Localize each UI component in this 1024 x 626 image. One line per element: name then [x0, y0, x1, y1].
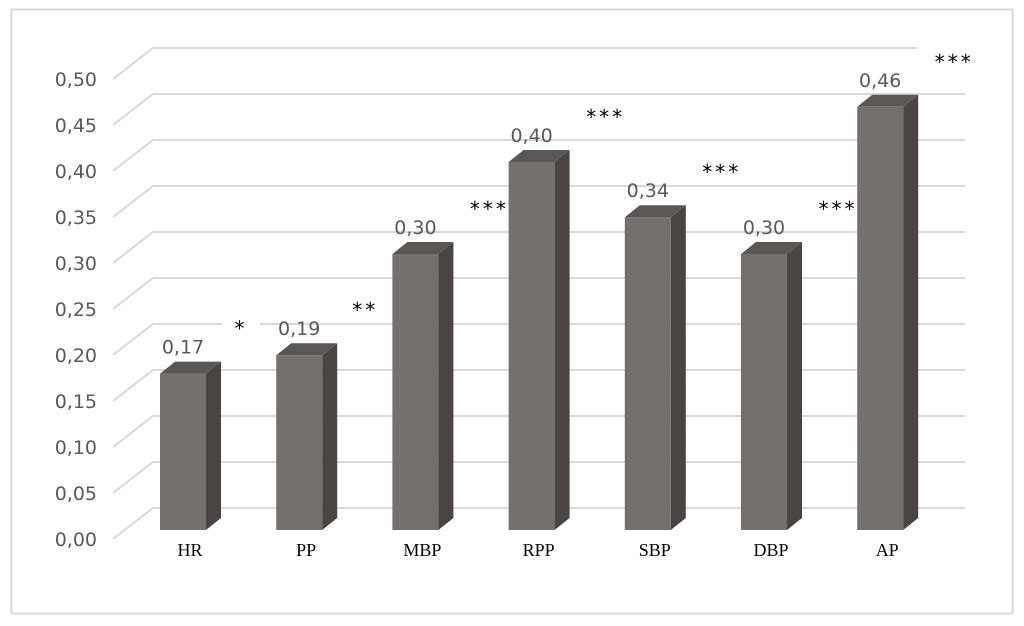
x-tick-label: SBP — [639, 540, 671, 560]
x-tick-label: RPP — [523, 540, 555, 560]
bar-side — [787, 242, 802, 530]
x-tick-label: AP — [876, 540, 899, 560]
bar-side — [903, 94, 919, 531]
bar-top — [741, 242, 802, 254]
y-tick-label: 0,05 — [55, 483, 97, 505]
gridline — [112, 47, 965, 80]
y-tick-label: 0,15 — [55, 391, 97, 413]
significance-marker: *** — [586, 105, 625, 129]
gridline — [112, 139, 965, 172]
y-tick-label: 0,10 — [55, 437, 97, 459]
x-tick-label: DBP — [753, 540, 788, 560]
bar-side — [206, 361, 221, 530]
bar-side — [554, 150, 570, 530]
data-label: 0,34 — [627, 180, 669, 202]
y-tick-label: 0,20 — [55, 345, 97, 367]
bar-MBP — [392, 242, 454, 530]
data-label: 0,30 — [743, 217, 785, 239]
significance-marker: *** — [702, 160, 741, 184]
bar-front — [160, 373, 206, 530]
bar-front — [741, 254, 787, 530]
y-tick-label: 0,30 — [55, 253, 97, 275]
bar-top — [857, 94, 919, 107]
significance-marker: *** — [819, 197, 858, 221]
bar-top — [508, 150, 570, 162]
bar-AP — [857, 94, 919, 531]
gridline — [112, 415, 965, 448]
bar-front — [624, 217, 671, 530]
bar-side — [670, 205, 686, 530]
gridline — [112, 93, 965, 126]
bar-side — [322, 343, 338, 530]
x-tick-label: MBP — [403, 540, 441, 560]
significance-marker: * — [235, 317, 248, 341]
y-tick-label: 0,25 — [55, 299, 97, 321]
significance-bg — [917, 42, 992, 69]
bar-side — [438, 242, 454, 530]
gridline — [112, 507, 965, 540]
gridline — [112, 185, 965, 218]
y-tick-label: 0,40 — [55, 161, 97, 183]
data-label: 0,30 — [394, 217, 436, 239]
bar-SBP — [624, 205, 686, 530]
bar-top — [276, 343, 338, 356]
y-tick-label: 0,00 — [55, 529, 97, 551]
bar-top — [160, 361, 221, 374]
gridline — [112, 323, 965, 356]
bar-HR — [160, 361, 221, 530]
data-label: 0,17 — [162, 337, 204, 359]
bar-front — [508, 162, 555, 530]
gridline — [112, 231, 965, 264]
significance-marker: *** — [935, 50, 974, 74]
y-tick-label: 0,50 — [55, 69, 97, 91]
gridline — [112, 277, 965, 310]
bar-front — [392, 254, 439, 530]
gridline — [112, 461, 965, 494]
x-tick-label: PP — [296, 540, 316, 560]
x-tick-label: HR — [177, 540, 202, 560]
bar-PP — [276, 343, 338, 530]
significance-bg — [337, 291, 394, 318]
y-tick-label: 0,45 — [55, 115, 97, 137]
data-label: 0,46 — [859, 70, 901, 92]
bar-front — [276, 355, 323, 530]
significance-marker: *** — [470, 197, 509, 221]
bar-DBP — [741, 242, 802, 530]
y-tick-label: 0,35 — [55, 207, 97, 229]
significance-bg — [684, 153, 759, 180]
bar-RPP — [508, 150, 570, 530]
bar-top — [392, 242, 454, 254]
bar-front — [857, 106, 904, 531]
data-label: 0,40 — [510, 125, 552, 147]
gridline — [112, 369, 965, 402]
significance-bg — [568, 98, 643, 124]
data-label: 0,19 — [278, 318, 320, 340]
significance-bg — [222, 309, 260, 336]
bar-top — [624, 205, 686, 218]
significance-marker: ** — [352, 298, 378, 322]
